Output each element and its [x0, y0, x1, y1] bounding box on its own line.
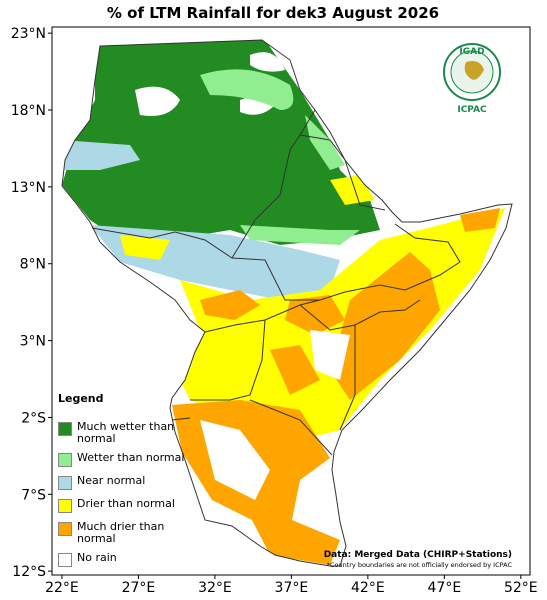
y-tick-label: 13°N	[11, 180, 46, 196]
logo-africa	[464, 61, 484, 80]
boundary-note: *Country boundaries are not officially e…	[326, 561, 512, 569]
logo: IGAD ICPAC	[443, 43, 501, 115]
rainfall-layer	[62, 40, 512, 566]
map-title: % of LTM Rainfall for dek3 August 2026	[107, 4, 439, 22]
legend-label: Drier than normal	[77, 497, 175, 510]
y-tick-label: 12°S	[12, 564, 46, 580]
data-credit: Data: Merged Data (CHIRP+Stations)	[323, 550, 512, 560]
y-tick-label: 7°S	[21, 487, 46, 503]
no-rain-area	[135, 52, 285, 116]
legend-label: Much wetter than normal	[77, 420, 175, 445]
legend-item: Near normal	[58, 475, 198, 491]
y-tick-label: 3°N	[20, 334, 46, 350]
axes: 22°E 27°E 32°E 37°E 42°E 47°E 52°E 23°N 18°N 13°N…	[11, 26, 538, 596]
y-tick-label: 23°N	[11, 26, 46, 42]
legend-item: Drier than normal	[58, 498, 198, 514]
legend-item: No rain	[58, 552, 198, 568]
legend-swatch	[58, 499, 72, 513]
legend-swatch	[58, 522, 72, 536]
y-tick-label: 18°N	[11, 103, 46, 119]
near-normal-area	[62, 140, 340, 355]
x-tick-label: 52°E	[504, 580, 538, 596]
logo-ring	[443, 43, 501, 101]
legend-label: No rain	[77, 551, 117, 564]
legend-item: Much wetter than normal	[58, 421, 198, 445]
no-rain-area	[200, 330, 350, 500]
x-tick-label: 22°E	[45, 580, 79, 596]
legend: Legend Much wetter than normal Wetter tha…	[58, 392, 198, 575]
legend-label: Near normal	[77, 474, 146, 487]
x-tick-label: 27°E	[122, 580, 156, 596]
wetter-area	[200, 69, 360, 245]
legend-title: Legend	[58, 392, 104, 405]
legend-label: Much drier than normal	[77, 520, 165, 545]
x-tick-label: 47°E	[428, 580, 462, 596]
legend-swatch	[58, 553, 72, 567]
y-tick-label: 8°N	[20, 257, 46, 273]
y-tick-label: 2°S	[21, 410, 46, 426]
legend-item: Much drier than normal	[58, 521, 198, 545]
x-tick-label: 32°E	[198, 580, 232, 596]
x-tick-label: 37°E	[275, 580, 309, 596]
legend-swatch	[58, 453, 72, 467]
legend-swatch	[58, 476, 72, 490]
country-borders	[61, 39, 513, 567]
logo-org: ICPAC	[457, 105, 487, 115]
x-tick-label: 42°E	[351, 580, 385, 596]
logo-name: IGAD	[459, 47, 484, 57]
legend-label: Wetter than normal	[77, 451, 185, 464]
legend-swatch	[58, 422, 72, 436]
legend-item: Wetter than normal	[58, 452, 198, 468]
